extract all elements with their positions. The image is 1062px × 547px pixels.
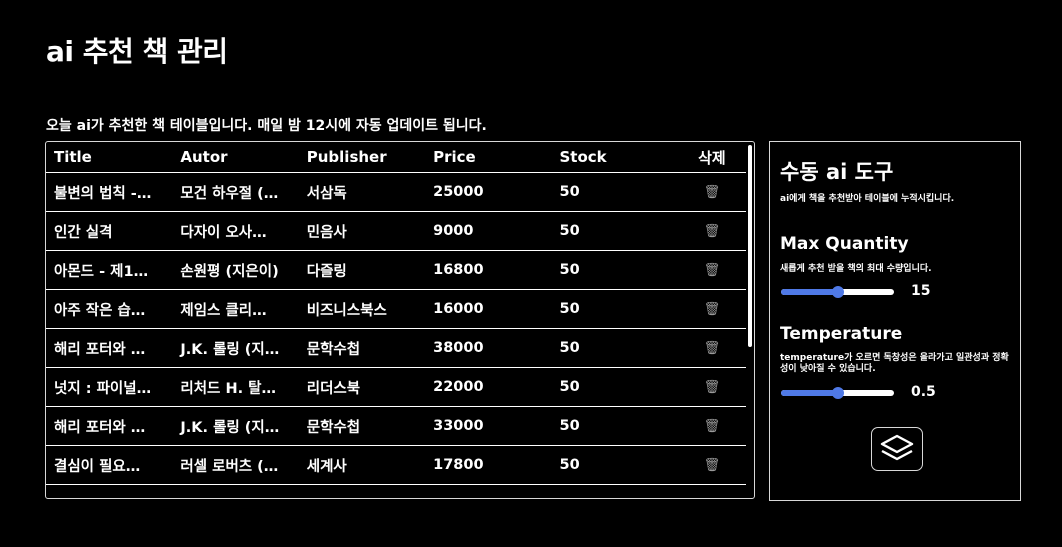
column-header-delete: 삭제: [677, 142, 746, 173]
cell-price: 16000: [425, 289, 552, 329]
cell-stock: 50: [551, 445, 678, 485]
cell-author: J.K. 롤링 (지…: [172, 328, 299, 368]
max-quantity-label: Max Quantity: [780, 234, 909, 254]
table-row: 아몬드 - 제1… 손원평 (지은이) 다즐링 16800 50 🗑: [46, 250, 746, 290]
cell-publisher: 민음사: [298, 211, 426, 251]
table-row: 넛지 : 파이널… 리처드 H. 탈… 리더스북 22000 50 🗑: [46, 367, 746, 407]
cell-author: 모건 하우절 (…: [172, 172, 299, 212]
cell-title: 불변의 법칙 -…: [46, 172, 173, 212]
cell-title: 아몬드 - 제1…: [46, 250, 173, 290]
table-row: 아주 작은 습… 제임스 클리… 비즈니스북스 16000 50 🗑: [46, 289, 746, 329]
cell-stock: 50: [551, 289, 678, 329]
cell-price: 17800: [425, 445, 552, 485]
trash-icon[interactable]: 🗑: [703, 224, 721, 239]
page-subtitle: 오늘 ai가 추천한 책 테이블입니다. 매일 밤 12시에 자동 업데이트 됩…: [46, 118, 487, 134]
cell-author: 러셀 로버츠 (…: [172, 445, 299, 485]
max-quantity-slider[interactable]: [781, 286, 894, 298]
delete-cell: 🗑: [677, 367, 746, 407]
cell-author: 리처드 H. 탈…: [172, 367, 299, 407]
table-body: 불변의 법칙 -… 모건 하우절 (… 서삼독 25000 50 🗑 인간 실격 다자이 오사…: [46, 172, 746, 485]
cell-author: 다자이 오사…: [172, 211, 299, 251]
cell-publisher: 문학수첩: [298, 406, 426, 446]
delete-cell: 🗑: [677, 445, 746, 485]
cell-publisher: 서삼독: [298, 172, 426, 212]
cell-price: 38000: [425, 328, 552, 368]
max-quantity-value: 15: [911, 283, 931, 299]
cell-stock: 50: [551, 250, 678, 290]
temperature-slider-fill: [781, 390, 838, 396]
temperature-slider-thumb[interactable]: [831, 387, 844, 399]
column-header-publisher[interactable]: Publisher: [298, 142, 426, 173]
cell-price: 25000: [425, 172, 552, 212]
cell-publisher: 다즐링: [298, 250, 426, 290]
cell-title: 인간 실격: [46, 211, 173, 251]
cell-publisher: 세계사: [298, 445, 426, 485]
page-title: ai 추천 책 관리: [46, 35, 228, 68]
temperature-slider[interactable]: [781, 387, 894, 399]
delete-cell: 🗑: [677, 328, 746, 368]
cell-title: 아주 작은 습…: [46, 289, 173, 329]
cell-author: 제임스 클리…: [172, 289, 299, 329]
book-table-container: Title Autor Publisher Price Stock 삭제 불변의…: [45, 141, 755, 499]
cell-publisher: 문학수첩: [298, 328, 426, 368]
cell-price: 16800: [425, 250, 552, 290]
trash-icon[interactable]: 🗑: [703, 419, 721, 434]
cell-stock: 50: [551, 172, 678, 212]
delete-cell: 🗑: [677, 250, 746, 290]
cell-title: 해리 포터와 …: [46, 406, 173, 446]
trash-icon[interactable]: 🗑: [703, 263, 721, 278]
cell-stock: 50: [551, 328, 678, 368]
manual-ai-panel: 수동 ai 도구 ai에게 책을 추천받아 테이블에 누적시킵니다. Max Q…: [769, 141, 1021, 501]
delete-cell: 🗑: [677, 406, 746, 446]
cell-title: 결심이 필요…: [46, 445, 173, 485]
trash-icon[interactable]: 🗑: [703, 458, 721, 473]
panel-subtitle: ai에게 책을 추천받아 테이블에 누적시킵니다.: [780, 194, 955, 204]
temperature-desc: temperature가 오르면 독창성은 올라가고 일관성과 정확성이 낮아질…: [780, 353, 1009, 374]
table-row: 불변의 법칙 -… 모건 하우절 (… 서삼독 25000 50 🗑: [46, 172, 746, 212]
cell-stock: 50: [551, 367, 678, 407]
layers-icon: [880, 434, 914, 461]
cell-author: J.K. 롤링 (지…: [172, 406, 299, 446]
delete-cell: 🗑: [677, 172, 746, 212]
cell-publisher: 비즈니스북스: [298, 289, 426, 329]
max-quantity-slider-fill: [781, 289, 838, 295]
column-header-title[interactable]: Title: [46, 142, 173, 173]
table-row: 결심이 필요… 러셀 로버츠 (… 세계사 17800 50 🗑: [46, 445, 746, 485]
temperature-value: 0.5: [911, 384, 936, 400]
delete-cell: 🗑: [677, 211, 746, 251]
cell-price: 33000: [425, 406, 552, 446]
cell-price: 9000: [425, 211, 552, 251]
temperature-label: Temperature: [780, 324, 903, 344]
cell-title: 넛지 : 파이널…: [46, 367, 173, 407]
cell-stock: 50: [551, 406, 678, 446]
generate-button[interactable]: [871, 427, 923, 471]
max-quantity-slider-thumb[interactable]: [831, 286, 844, 298]
trash-icon[interactable]: 🗑: [703, 380, 721, 395]
trash-icon[interactable]: 🗑: [703, 341, 721, 356]
table-scrollbar[interactable]: [748, 145, 752, 347]
column-header-stock[interactable]: Stock: [551, 142, 678, 173]
trash-icon[interactable]: 🗑: [703, 302, 721, 317]
table-header-row: Title Autor Publisher Price Stock 삭제: [46, 142, 746, 173]
panel-title: 수동 ai 도구: [780, 160, 894, 184]
cell-author: 손원평 (지은이): [172, 250, 299, 290]
cell-stock: 50: [551, 211, 678, 251]
table-row: 해리 포터와 … J.K. 롤링 (지… 문학수첩 38000 50 🗑: [46, 328, 746, 368]
table-row: 인간 실격 다자이 오사… 민음사 9000 50 🗑: [46, 211, 746, 251]
table-row: 해리 포터와 … J.K. 롤링 (지… 문학수첩 33000 50 🗑: [46, 406, 746, 446]
cell-title: 해리 포터와 …: [46, 328, 173, 368]
cell-publisher: 리더스북: [298, 367, 426, 407]
book-table: Title Autor Publisher Price Stock 삭제 불변의…: [46, 142, 746, 485]
column-header-price[interactable]: Price: [425, 142, 552, 173]
delete-cell: 🗑: [677, 289, 746, 329]
trash-icon[interactable]: 🗑: [703, 185, 721, 200]
cell-price: 22000: [425, 367, 552, 407]
max-quantity-desc: 새롭게 추천 받을 책의 최대 수량입니다.: [780, 264, 932, 274]
column-header-author[interactable]: Autor: [172, 142, 299, 173]
